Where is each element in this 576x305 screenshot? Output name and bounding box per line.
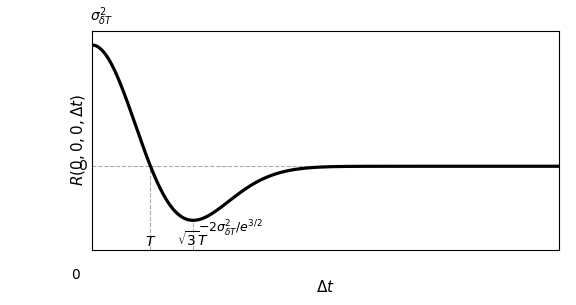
Text: $T$: $T$ [145,235,156,249]
Text: $\Delta t$: $\Delta t$ [316,279,335,295]
Text: $\sigma^2_{\delta T}$: $\sigma^2_{\delta T}$ [90,6,113,28]
Text: 0: 0 [78,159,86,173]
Text: 0: 0 [71,268,80,282]
Text: $-2\sigma^2_{\delta T}/e^{3/2}$: $-2\sigma^2_{\delta T}/e^{3/2}$ [198,219,263,239]
Y-axis label: $R(0, 0, 0, \Delta t)$: $R(0, 0, 0, \Delta t)$ [69,94,86,186]
Text: $\sqrt{3}T$: $\sqrt{3}T$ [177,230,209,249]
